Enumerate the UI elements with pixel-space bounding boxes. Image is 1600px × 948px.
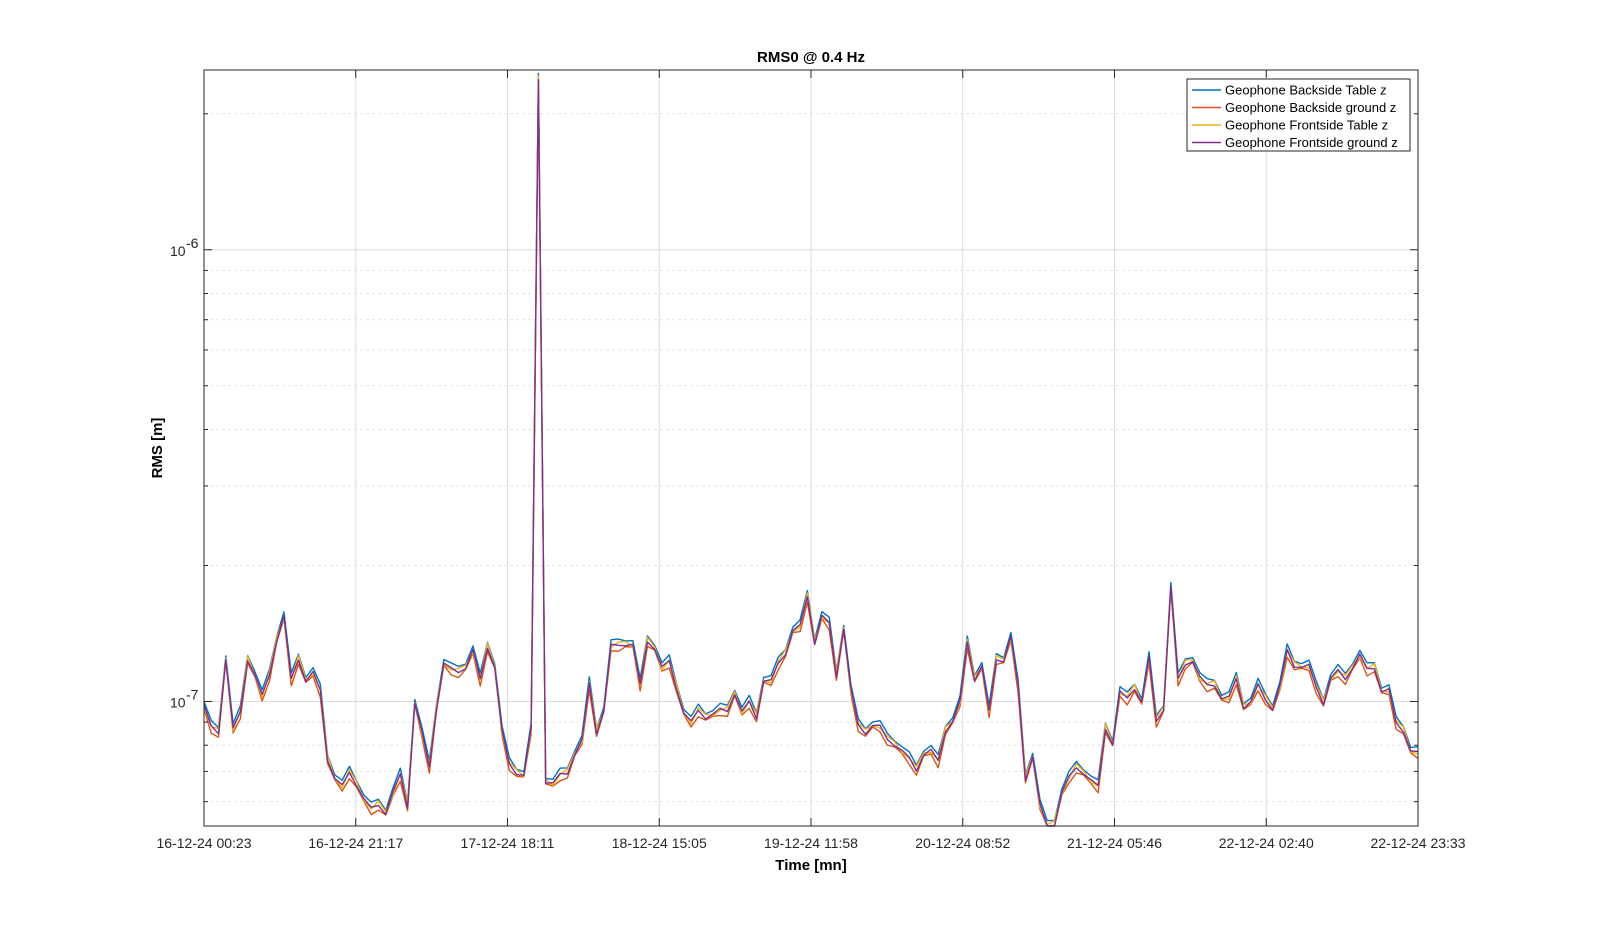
legend-box — [1186, 78, 1411, 152]
x-tick-label: 19-12-24 11:58 — [764, 835, 858, 851]
y-tick-label: 10 -7 — [170, 686, 199, 710]
x-tick-labels: 16-12-24 00:23 16-12-24 21:17 17-12-24 18:… — [157, 835, 1466, 851]
y-tick-label: 10 -6 — [170, 235, 199, 259]
x-tick-label: 18-12-24 15:05 — [612, 835, 707, 851]
x-tick-label: 16-12-24 00:23 — [157, 835, 252, 851]
y-tick-label-exponent: -7 — [186, 686, 199, 702]
x-tick-label: 22-12-24 23:33 — [1371, 835, 1466, 851]
plot-area — [203, 72, 1419, 827]
x-tick-label: 22-12-24 02:40 — [1219, 835, 1314, 851]
x-tick-label: 21-12-24 05:46 — [1067, 835, 1162, 851]
axis-ticks — [203, 70, 1419, 826]
legend-entry: Geophone Backside Table z — [1225, 83, 1387, 98]
legend: Geophone Backside Table z Geophone Backsi… — [1186, 78, 1411, 152]
y-tick-label-base: 10 — [170, 694, 186, 710]
legend-entry: Geophone Backside ground z — [1225, 100, 1396, 115]
legend-entry: Geophone Frontside ground z — [1225, 135, 1398, 150]
y-tick-label-exponent: -6 — [186, 235, 199, 251]
chart-title: RMS0 @ 0.4 Hz — [757, 49, 865, 66]
y-axis-label: RMS [m] — [149, 418, 166, 479]
grid-lines — [204, 70, 1418, 826]
x-tick-label: 17-12-24 18:11 — [461, 835, 555, 851]
x-axis-label: Time [mn] — [775, 857, 846, 874]
series-line-4 — [203, 78, 1419, 827]
y-tick-label-base: 10 — [170, 243, 186, 259]
x-tick-label: 20-12-24 08:52 — [915, 835, 1010, 851]
y-tick-labels: 10-710-6 — [170, 235, 199, 711]
x-tick-label: 16-12-24 21:17 — [308, 835, 403, 851]
legend-entry: Geophone Frontside Table z — [1225, 118, 1388, 133]
